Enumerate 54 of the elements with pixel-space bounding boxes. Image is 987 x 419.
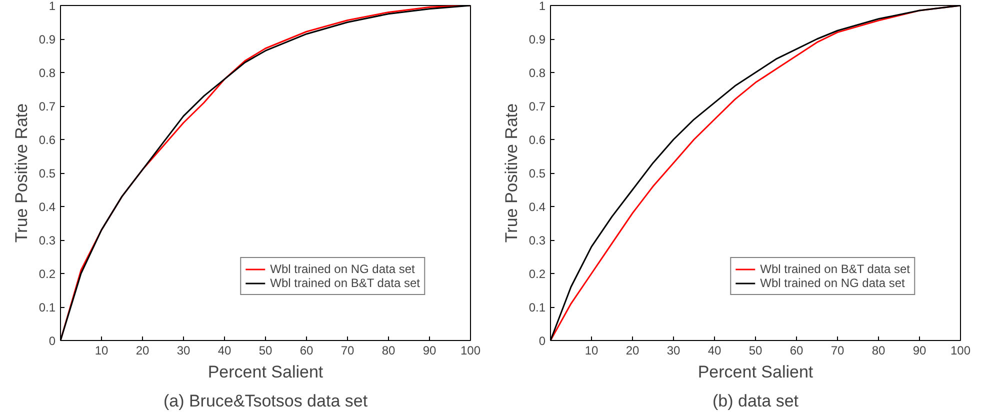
legend-label: Wbl trained on NG data set xyxy=(270,262,415,276)
x-tick-label: 30 xyxy=(666,344,680,358)
x-tick-label: 70 xyxy=(340,344,354,358)
x-tick-label: 70 xyxy=(830,344,844,358)
y-tick-label: 0.3 xyxy=(528,234,546,248)
y-tick-label: 0.5 xyxy=(528,166,546,180)
y-tick-label: 0.8 xyxy=(38,66,56,80)
x-tick-label: 80 xyxy=(872,344,886,358)
x-tick-label: 50 xyxy=(258,344,272,358)
y-tick-label: 1 xyxy=(538,0,546,13)
line-series xyxy=(550,6,960,340)
y-tick-label: 1 xyxy=(48,0,56,13)
y-tick-label: 0.1 xyxy=(38,300,56,314)
y-tick-label: 0.4 xyxy=(38,200,56,214)
y-tick-label: 0.9 xyxy=(528,32,546,46)
y-tick-label: 0.3 xyxy=(38,234,56,248)
x-tick-label: 90 xyxy=(422,344,436,358)
x-tick-label: 20 xyxy=(626,344,640,358)
x-tick-label: 60 xyxy=(300,344,314,358)
text: (b) data set xyxy=(712,392,799,410)
y-tick-label: 0.5 xyxy=(38,166,56,180)
y-tick-label: 0.7 xyxy=(528,100,546,114)
y-tick-label: 0.2 xyxy=(38,267,56,281)
text: (a) Bruce&Tsotsos data set xyxy=(163,392,368,410)
legend-label: Wbl trained on NG data set xyxy=(760,276,905,290)
x-tick-label: 100 xyxy=(460,344,481,358)
x-tick-label: 100 xyxy=(950,344,971,358)
x-tick-label: 10 xyxy=(584,344,598,358)
x-axis-title: Percent Salient xyxy=(698,362,814,382)
x-tick-label: 50 xyxy=(748,344,762,358)
y-tick-label: 0.1 xyxy=(528,300,546,314)
x-tick-label: 60 xyxy=(790,344,804,358)
y-tick-label: 0 xyxy=(538,334,546,348)
y-tick-label: 0.6 xyxy=(38,133,56,147)
line-series xyxy=(60,6,470,340)
x-tick-label: 80 xyxy=(382,344,396,358)
y-tick-label: 0.6 xyxy=(528,133,546,147)
y-axis-title: True Positive Rate xyxy=(12,103,31,243)
y-tick-label: 0.7 xyxy=(38,100,56,114)
legend-label: Wbl trained on B&T data set xyxy=(760,262,910,276)
x-tick-label: 40 xyxy=(708,344,722,358)
x-tick-label: 30 xyxy=(176,344,190,358)
x-tick-label: 90 xyxy=(912,344,926,358)
y-tick-label: 0.8 xyxy=(528,66,546,80)
x-tick-label: 10 xyxy=(94,344,108,358)
x-tick-label: 40 xyxy=(218,344,232,358)
legend-label: Wbl trained on B&T data set xyxy=(270,276,420,290)
y-tick-label: 0 xyxy=(48,334,56,348)
y-tick-label: 0.9 xyxy=(38,32,56,46)
y-tick-label: 0.2 xyxy=(528,267,546,281)
y-tick-label: 0.4 xyxy=(528,200,546,214)
x-tick-label: 20 xyxy=(136,344,150,358)
x-axis-title: Percent Salient xyxy=(208,362,324,382)
y-axis-title: True Positive Rate xyxy=(502,103,521,243)
